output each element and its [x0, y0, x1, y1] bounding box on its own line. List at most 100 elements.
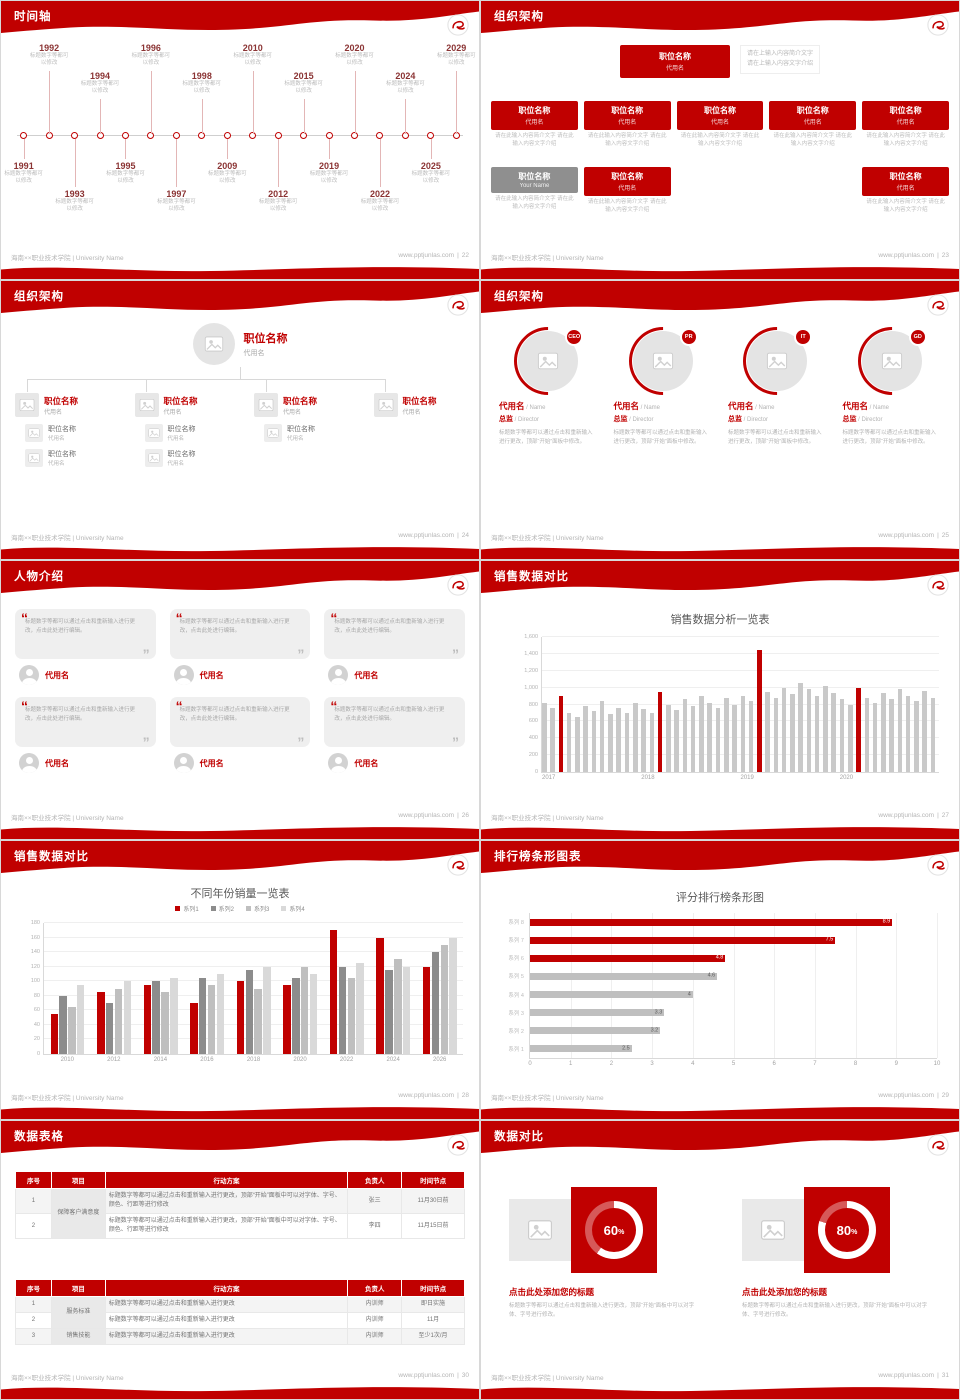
org-slot-empty: [769, 167, 856, 214]
slide-22-timeline[interactable]: 时间轴 1991 标题数字等都可以修改 1992 标题数字等都可以修改 1993 标题数字…: [1, 1, 479, 279]
bar: [657, 691, 663, 772]
swirl-logo-icon: [447, 294, 469, 316]
slide-31-data-compare[interactable]: 数据对比 60% 点击此处添加您的标题 标题数字等都可以通过点击和重新输入进行更…: [481, 1121, 959, 1399]
slide-24-org-tree[interactable]: 组织架构 职位名称 代用名 职位名称 代用名 职位名称 代用名 职位名称 代用名 职位名称代…: [1, 281, 479, 559]
connector-line: [146, 379, 148, 392]
member-description: 标题数字等都可以通过点击和重新输入进行更改，顶部“开始”面板中修改。: [728, 430, 822, 445]
footer-url: www.pptjunlas.com: [398, 252, 455, 259]
y-axis-label: 120: [30, 963, 40, 970]
quote-close-icon: ”: [297, 734, 305, 750]
slide-footer: 海南××职业技术学院 | University Name www.pptjunl…: [491, 532, 949, 542]
footer-school: 海南××职业技术学院 | University Name: [11, 255, 124, 262]
table-header: 行动方案: [104, 1171, 349, 1189]
bar: [143, 984, 152, 1054]
timeline-year: 1995: [115, 161, 136, 171]
y-axis-label: 100: [30, 978, 40, 985]
slide-28-grouped-chart[interactable]: 销售数据对比 不同年份销量一览表 系列1 系列2 系列3 系列4 0 20 40 60 80 1…: [1, 841, 479, 1119]
org-child-text: 职位名称 代用名: [164, 395, 198, 416]
org-child: 职位名称 代用名: [254, 393, 360, 417]
slide-29-ranking-chart[interactable]: 排行榜条形图表 评分排行榜条形图 0 1 2 3 4 5 6 7 8 9 10 系列 8 8.9 系列 7…: [481, 841, 959, 1119]
position-name: 职位名称: [167, 426, 196, 433]
bar: 3.2: [530, 1027, 661, 1035]
timeline-caption: 标题数字等都可以修改: [55, 199, 94, 213]
bar: [566, 712, 572, 772]
org-unit: 职位名称 代用名请在此输入内容简介文字 请在此输入内容文字介绍: [862, 167, 949, 214]
slide-footer: 海南××职业技术学院 | University Name www.pptjunl…: [11, 252, 469, 262]
gridline: [692, 913, 694, 1058]
logo-badge: [447, 574, 469, 596]
page-number: 26: [461, 812, 469, 819]
table-cell: 标题数字等都可以通过点击和重新输入进行更改，顶部“开始”面板中可以对字体、字号、…: [104, 1188, 349, 1214]
footer-school: 海南××职业技术学院 | University Name: [491, 1095, 604, 1102]
quote-close-icon: ”: [142, 646, 150, 662]
member-role: 总监 / Director: [843, 414, 942, 424]
gridline: [542, 686, 939, 688]
category-label: 系列 8: [508, 920, 524, 927]
footer-url: www.pptjunlas.com: [398, 812, 455, 819]
member-card: IT 代用名 / Name 总监 / Director 标题数字等都可以通过点击和重新…: [728, 312, 827, 446]
timeline-caption: 标题数字等都可以修改: [335, 53, 374, 67]
table-header: 项目: [50, 1279, 106, 1297]
slide-30-data-tables[interactable]: 数据表格 序号 项目 行动方案 负责人 时间节点 1 保障客户满意度 标题数字等都可以通过点击…: [1, 1121, 479, 1399]
legend-swatch: [246, 906, 251, 911]
member-role: 总监 / Director: [728, 414, 827, 424]
bar: [905, 696, 911, 772]
footer-ribbon: [481, 1107, 959, 1119]
slide-content: 不同年份销量一览表 系列1 系列2 系列3 系列4 0 20 40 60 80 100 120 14…: [1, 877, 479, 1093]
bar: [823, 685, 828, 772]
org-subitem: 职位名称 代用名: [15, 424, 121, 442]
role-badge: PR: [679, 328, 698, 346]
bar: [385, 970, 393, 1054]
org-unit: 职位名称 代用名 请在此输入内容简介文字 请在此输入内容文字介绍: [491, 101, 578, 148]
timeline-stem: [405, 99, 407, 134]
position-name: 职位名称: [48, 451, 76, 458]
page-number: 22: [461, 252, 469, 259]
bar: [216, 973, 225, 1054]
table-cell: 标题数字等都可以通过点击和重新输入进行更改，顶部“开始”面板中可以对字体、字号、…: [104, 1213, 349, 1239]
bar: [773, 697, 779, 772]
quote-text: 标题数字等都可以通过点击和重新输入进行更改，点击此处进行编辑。: [179, 619, 290, 634]
slide-27-sales-chart[interactable]: 销售数据对比 销售数据分析一览表 0 200 400 600 800 1,000 1,200…: [481, 561, 959, 839]
member-description: 标题数字等都可以通过点击和重新输入进行更改，顶部“开始”面板中修改。: [613, 430, 708, 445]
slide-23-org-chart[interactable]: 组织架构 职位名称 代用名 请在上输入内容简介文字 请在上输入内容文字介绍 职位…: [481, 1, 959, 279]
position-alias: 代用名: [167, 436, 185, 442]
value-label: 4: [687, 990, 691, 997]
position-note: 请在此输入内容简介文字 请在此输入内容文字介绍: [866, 199, 945, 213]
x-axis-label: 2012: [107, 1057, 121, 1063]
slide-26-people-intro[interactable]: 人物介绍 “标题数字等都可以通过点击和重新输入进行更改，点击此处进行编辑。” 代用…: [1, 561, 479, 839]
org-subitem-text: 职位名称 代用名: [168, 424, 196, 442]
member-photo: GD: [843, 312, 940, 410]
timeline-caption: 标题数字等都可以修改: [131, 53, 171, 67]
slide-25-org-members[interactable]: 组织架构 CEO 代用名 / Name 总监 / Director 标题数字等都可以通…: [481, 281, 959, 559]
quotes-grid: “标题数字等都可以通过点击和重新输入进行更改，点击此处进行编辑。” 代用名 “标题数…: [15, 609, 465, 773]
timeline-dot: [325, 132, 333, 139]
value-label: 7.5: [825, 936, 834, 943]
position-alias: 代用名: [710, 120, 729, 126]
footer-url: www.pptjunlas.com: [878, 1372, 935, 1379]
legend-item: 系列4: [281, 904, 305, 913]
quote-text: 标题数字等都可以通过点击和重新输入进行更改，点击此处进行编辑。: [25, 707, 136, 722]
member-description: 标题数字等都可以通过点击和重新输入进行更改，顶部“开始”面板中修改。: [842, 430, 937, 445]
logo-badge: [447, 294, 469, 316]
timeline-caption: 标题数字等都可以修改: [80, 81, 120, 95]
gridline: [855, 913, 857, 1058]
timeline-caption: 标题数字等都可以修改: [106, 171, 145, 185]
quote-card: “标题数字等都可以通过点击和重新输入进行更改，点击此处进行编辑。 ”: [324, 697, 465, 750]
quote-close-icon: ”: [452, 734, 459, 750]
quote-cell: “标题数字等都可以通过点击和重新输入进行更改，点击此处进行编辑。 ” 代用名: [15, 609, 156, 685]
position-note: 请在此输入内容简介文字 请在此输入内容文字介绍: [495, 133, 574, 147]
image-placeholder-icon: [204, 334, 224, 354]
slide-title: 组织架构: [494, 11, 544, 23]
timeline-year: 1992: [39, 43, 60, 53]
footer-url: www.pptjunlas.com: [878, 532, 935, 539]
position-box: 职位名称 代用名: [862, 167, 949, 196]
chart28-legend: 系列1 系列2 系列3 系列4: [1, 904, 479, 913]
quote-person: 代用名: [324, 753, 465, 773]
footer-site: www.pptjunlas.com | 28: [395, 1092, 469, 1102]
swirl-logo-icon: [927, 294, 949, 316]
timeline-year: 1994: [90, 71, 111, 81]
bar: [881, 692, 886, 772]
page-number: 27: [941, 812, 949, 819]
gridline: [542, 652, 939, 654]
position-name: 职位名称: [402, 395, 437, 406]
